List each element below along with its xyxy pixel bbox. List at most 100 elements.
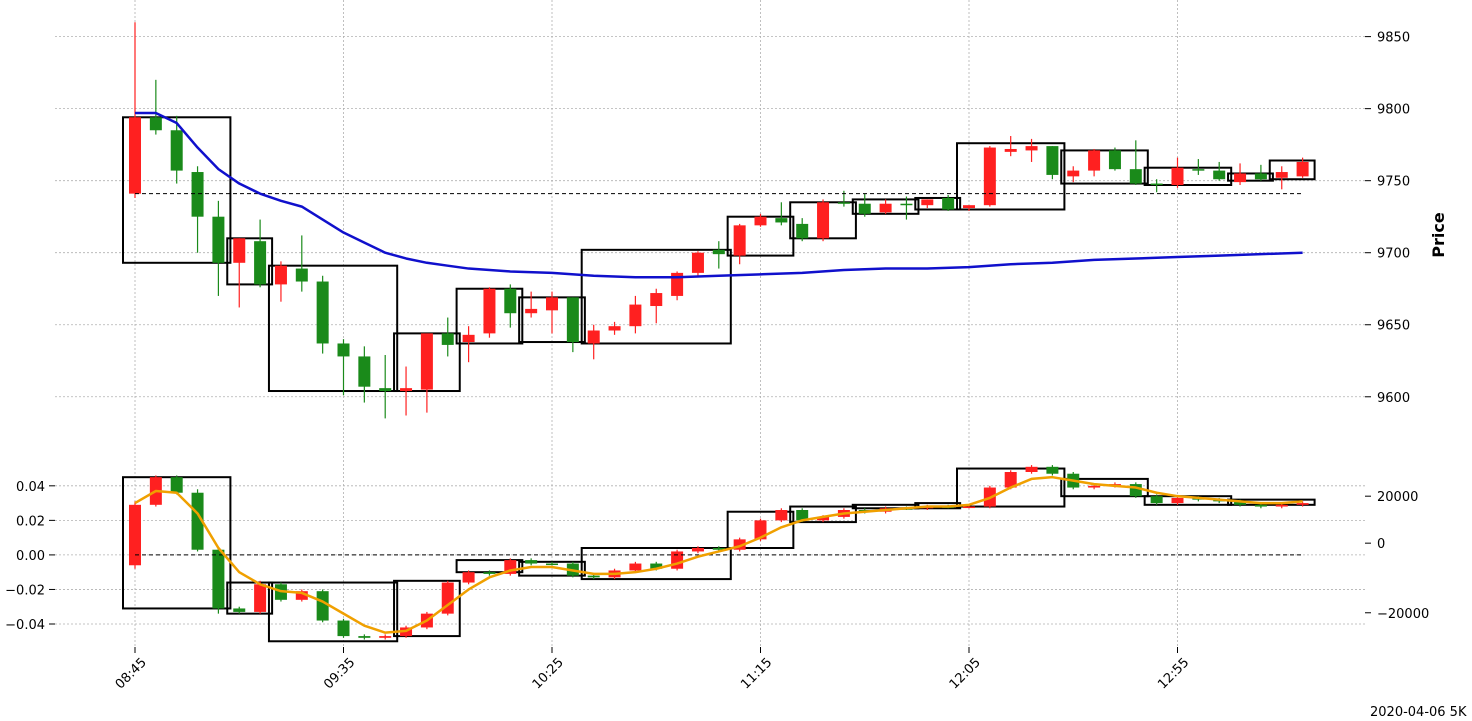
indicator-range-box <box>580 547 732 581</box>
indicator-candle-body <box>1234 501 1247 505</box>
price-candle-body <box>212 216 225 263</box>
indicator-candle-body <box>1046 466 1059 474</box>
indicator-panel: 0.04 0.02 0.00 −0.02 −0.04 20000 0 −20000 08:45 0… <box>5 465 1429 692</box>
price-candle-body <box>525 308 538 314</box>
price-candle-body <box>1171 167 1184 185</box>
price-candle-body <box>274 265 287 285</box>
price-candle-body <box>316 281 329 344</box>
indicator-candle-body <box>191 492 204 550</box>
indicator-candle-body <box>754 520 767 540</box>
indicator-range-box <box>393 579 461 638</box>
price-candle-body <box>1088 150 1101 171</box>
price-candle-body <box>400 388 413 392</box>
indicator-candle-body <box>546 563 558 566</box>
indicator-candle-body <box>525 560 538 564</box>
price-tick-label: 9700 <box>1377 247 1410 262</box>
price-candle-body <box>796 223 809 239</box>
price-candle-body <box>337 343 350 357</box>
price-candle-body <box>504 288 517 314</box>
x-tick-label: 10:25 <box>530 655 567 692</box>
indicator-candle-body <box>170 477 183 493</box>
price-range-box <box>914 196 962 211</box>
indicator-candle-body <box>712 548 725 550</box>
indicator-candle-body <box>650 563 663 569</box>
price-candle-body <box>754 216 767 226</box>
indicator-candle-body <box>358 636 371 638</box>
price-candle-body <box>1254 173 1267 180</box>
price-candle-body <box>1213 170 1226 180</box>
indicator-candle-body <box>733 539 746 550</box>
indicator-candle-body <box>796 510 809 521</box>
indicator-candle-body <box>1296 503 1309 505</box>
price-candle-body <box>1025 146 1038 151</box>
indicator-candle-body <box>1171 497 1184 504</box>
x-tick-label: 12:05 <box>947 655 984 692</box>
x-tick-label: 09:35 <box>321 655 358 692</box>
price-candle-body <box>1004 148 1017 152</box>
price-tick-label: 9600 <box>1377 391 1410 406</box>
indicator-candle-body <box>1275 504 1288 507</box>
indicator-right-tick-label: 20000 <box>1377 490 1418 505</box>
indicator-left-tick-label: −0.04 <box>5 618 45 633</box>
indicator-left-tick-label: 0.00 <box>16 549 45 564</box>
indicator-candle-body <box>1088 485 1101 488</box>
price-candle-body <box>358 356 371 387</box>
x-tick-label: 08:45 <box>113 655 150 692</box>
price-candle-body <box>379 388 392 392</box>
indicator-candle-body <box>129 504 141 566</box>
price-candle-body <box>1129 169 1142 184</box>
price-panel: 9600 9650 9700 9750 9800 9850 <box>55 0 1410 650</box>
x-tick-label: 12:55 <box>1155 655 1192 692</box>
price-range-box <box>1268 159 1316 181</box>
price-candle-body <box>879 203 892 213</box>
price-candle-body <box>149 117 162 131</box>
price-candle-body <box>712 249 725 255</box>
indicator-left-tick-label: 0.04 <box>16 480 45 495</box>
price-candle-body <box>254 241 267 285</box>
indicator-candle-body <box>212 549 225 609</box>
price-candle-body <box>629 304 642 327</box>
indicator-smooth-line <box>134 475 1303 634</box>
indicator-candle-body <box>337 620 350 637</box>
price-range-box <box>1227 172 1274 182</box>
price-candle-body <box>921 199 934 206</box>
indicator-candle-body <box>316 591 329 621</box>
indicator-range-box <box>1060 477 1149 498</box>
price-candle-body <box>1046 146 1059 175</box>
price-range-box <box>1143 166 1233 187</box>
indicator-candle-body <box>233 608 246 612</box>
price-candle-body <box>462 334 475 343</box>
indicator-right-tick-label: 0 <box>1377 537 1385 552</box>
indicator-candle-body <box>671 551 684 569</box>
price-candle-body <box>566 297 579 343</box>
indicator-candle-body <box>379 636 392 638</box>
indicator-candle-body <box>1025 466 1038 472</box>
indicator-candle-body <box>963 506 975 509</box>
indicator-candle-body <box>295 591 308 600</box>
price-candle-body <box>233 238 246 263</box>
price-tick-label: 9850 <box>1377 31 1410 46</box>
price-range-box <box>580 248 732 345</box>
indicator-candle-body <box>254 584 267 612</box>
price-range-box <box>226 237 274 286</box>
price-candle-body <box>671 272 684 296</box>
price-candle-body <box>1234 173 1247 183</box>
price-candle-body <box>1275 172 1288 178</box>
price-tick-label: 9750 <box>1377 175 1410 190</box>
price-candle-body <box>942 197 955 210</box>
indicator-candle-body <box>817 516 830 521</box>
indicator-candle-body <box>629 563 642 571</box>
footer-label: 2020-04-06 5K <box>1370 705 1467 720</box>
price-candle-body <box>837 202 850 204</box>
price-candle-body <box>963 205 975 209</box>
price-candle-body <box>983 147 996 206</box>
price-candle-body <box>858 203 871 214</box>
indicator-candle-body <box>691 548 704 552</box>
x-tick-label: 11:15 <box>738 655 775 692</box>
price-candle-body <box>691 252 704 273</box>
price-candle-body <box>191 172 204 217</box>
price-candle-body <box>170 130 183 171</box>
indicator-range-box <box>267 581 399 643</box>
indicator-candle-body <box>587 575 600 578</box>
